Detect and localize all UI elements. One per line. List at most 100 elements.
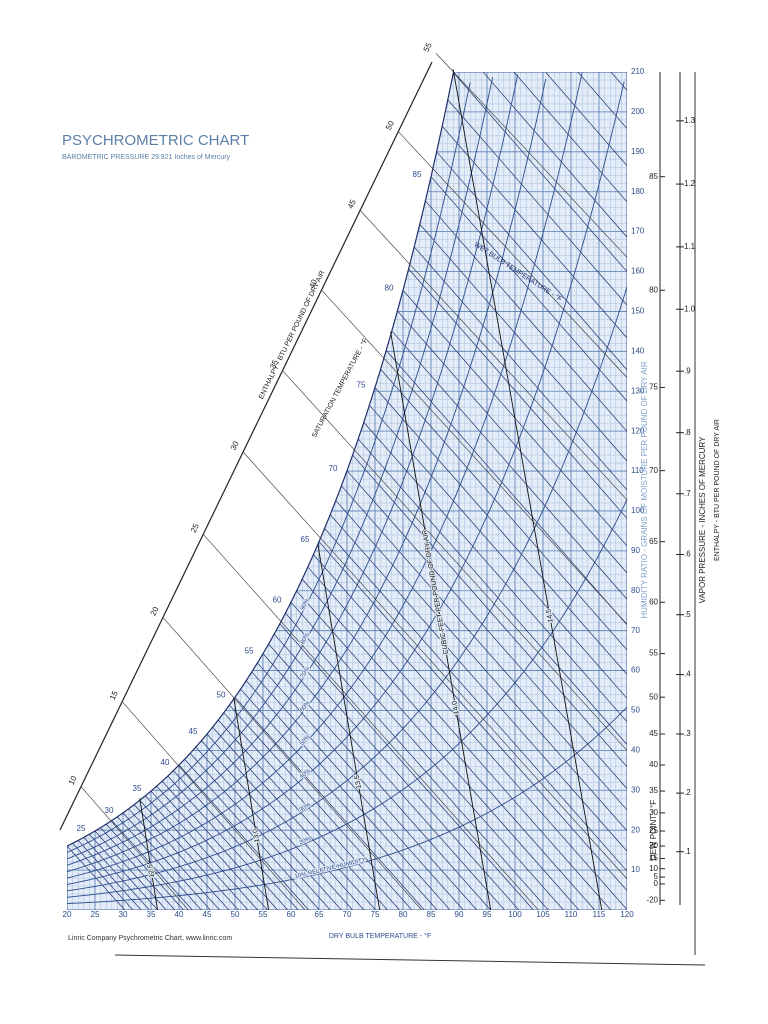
dew-point-tick-label: 55 bbox=[649, 649, 658, 658]
x-tick-label: 20 bbox=[63, 910, 72, 919]
wet-bulb-line bbox=[296, 590, 580, 910]
wet-bulb-line bbox=[301, 578, 595, 910]
rh-curve bbox=[66, 77, 494, 860]
saturation-tick-label: 60 bbox=[273, 595, 282, 604]
enthalpy-tick-label: 35 bbox=[268, 358, 280, 370]
x-tick-label: 90 bbox=[455, 910, 464, 919]
wet-bulb-line bbox=[94, 830, 167, 910]
bottom-scale bbox=[114, 954, 706, 966]
dew-point-tick-label: 70 bbox=[649, 466, 658, 475]
wet-bulb-line bbox=[173, 770, 299, 910]
y-tick-label: 90 bbox=[631, 546, 640, 555]
enthalpy-group bbox=[80, 53, 627, 910]
dew-point-tick-label: 35 bbox=[649, 786, 658, 795]
enthalpy-tick-label: 30 bbox=[229, 439, 241, 451]
wet-bulb-line bbox=[469, 72, 627, 910]
vapor-pressure-tick-label: .9 bbox=[684, 366, 691, 375]
wet-bulb-line bbox=[167, 775, 289, 910]
y-tick-label: 130 bbox=[631, 386, 645, 395]
y-tick-label: 170 bbox=[631, 227, 645, 236]
dew-point-tick-label: 80 bbox=[649, 285, 658, 294]
rh-curve bbox=[66, 81, 625, 885]
wet-bulb-line bbox=[447, 99, 627, 910]
wet-bulb-line bbox=[273, 633, 520, 910]
saturation-tick-label: 50 bbox=[217, 690, 226, 699]
volume-label: 13.0 bbox=[252, 828, 261, 843]
enthalpy-line bbox=[359, 210, 627, 501]
x-tick-label: 25 bbox=[91, 910, 100, 919]
vapor-pressure-tick-label: .8 bbox=[684, 428, 691, 437]
wet-bulb-line bbox=[374, 387, 627, 910]
wet-bulb-line bbox=[481, 72, 627, 910]
y-tick-label: 140 bbox=[631, 346, 645, 355]
saturation-tick-label: 35 bbox=[133, 784, 142, 793]
enthalpy-line bbox=[321, 289, 627, 625]
wet-bulb-line bbox=[150, 790, 258, 910]
y-tick-label: 110 bbox=[631, 466, 644, 475]
dew-point-tick-label: 20 bbox=[649, 841, 658, 850]
wet-bulb-line bbox=[161, 780, 278, 910]
x-tick-label: 95 bbox=[483, 910, 492, 919]
dew-point-tick-label: 40 bbox=[649, 760, 658, 769]
saturation-tick-label: 70 bbox=[329, 464, 338, 473]
x-tick-label: 75 bbox=[371, 910, 380, 919]
wet-bulb-line bbox=[402, 289, 627, 910]
wet-bulb-line bbox=[223, 712, 400, 910]
rh-curve bbox=[66, 74, 519, 866]
enthalpy-tick-label: 50 bbox=[384, 119, 396, 131]
volume-line bbox=[390, 331, 492, 910]
y-tick-label: 100 bbox=[631, 506, 645, 515]
saturation-tick-label: 75 bbox=[357, 381, 366, 390]
enthalpy-line bbox=[242, 451, 627, 880]
y-tick-label: 20 bbox=[631, 825, 640, 834]
enthalpy-tick-label: 45 bbox=[346, 198, 358, 210]
y-tick-label: 80 bbox=[631, 586, 640, 595]
x-tick-label: 105 bbox=[536, 910, 550, 919]
y-tick-label: 160 bbox=[631, 267, 645, 276]
wet-bulb-line bbox=[419, 223, 627, 910]
wet-bulb-line bbox=[285, 612, 549, 910]
dew-point-label: DEW POINT - °F bbox=[649, 800, 658, 860]
wet-bulb-line bbox=[111, 820, 193, 910]
saturation-tick-label: 85 bbox=[413, 170, 422, 179]
saturation-tick-label: 25 bbox=[77, 824, 86, 833]
wet-bulb-line bbox=[352, 454, 627, 910]
saturation-tick-label: 30 bbox=[105, 806, 114, 815]
dew-point-tick-label: 15 bbox=[649, 854, 658, 863]
wet-bulb-line bbox=[307, 566, 612, 910]
vapor-pressure-tick-label: .1 bbox=[684, 847, 691, 856]
enthalpy-tick-label: 15 bbox=[108, 689, 120, 701]
enthalpy-tick-label: 10 bbox=[67, 774, 79, 786]
volume-line bbox=[233, 697, 270, 910]
x-tick-label: 50 bbox=[231, 910, 240, 919]
vapor-pressure-tick-label: .6 bbox=[684, 550, 691, 559]
volume-label: 12.5 bbox=[147, 863, 156, 878]
dew-point-tick-label: 60 bbox=[649, 597, 658, 606]
vapor-pressure-tick-label: 1.2 bbox=[684, 179, 696, 188]
saturation-tick-label: 65 bbox=[301, 535, 310, 544]
dew-point-tick-label: 10 bbox=[649, 864, 658, 873]
wet-bulb-line bbox=[458, 72, 627, 910]
dew-point-tick-label: -20 bbox=[646, 895, 658, 904]
wet-bulb-line bbox=[105, 823, 184, 910]
enthalpy-label: ENTHALPY - BTU PER POUND OF DRY AIR bbox=[258, 270, 327, 401]
y-axis-label: HUMIDITY RATIO - GRAINS OF MOISTURE PER … bbox=[640, 361, 649, 618]
enthalpy-scale bbox=[59, 61, 433, 831]
wet-bulb-line bbox=[257, 662, 478, 910]
enthalpy-line bbox=[203, 534, 539, 910]
wet-bulb-line bbox=[234, 696, 425, 910]
vapor-pressure-tick-label: .5 bbox=[684, 610, 691, 619]
wet-bulb-line bbox=[201, 740, 353, 910]
wet-bulb-line bbox=[184, 759, 320, 910]
wet-bulb-line bbox=[156, 785, 268, 910]
wet-bulb-line bbox=[441, 125, 627, 910]
rh-curve bbox=[66, 82, 471, 853]
x-tick-label: 85 bbox=[427, 910, 436, 919]
x-tick-label: 70 bbox=[343, 910, 352, 919]
volume-line bbox=[452, 69, 603, 910]
y-tick-label: 60 bbox=[631, 666, 640, 675]
wet-bulb-line bbox=[425, 200, 627, 910]
y-tick-label: 180 bbox=[631, 187, 645, 196]
enthalpy-tick-label: 55 bbox=[422, 41, 434, 53]
